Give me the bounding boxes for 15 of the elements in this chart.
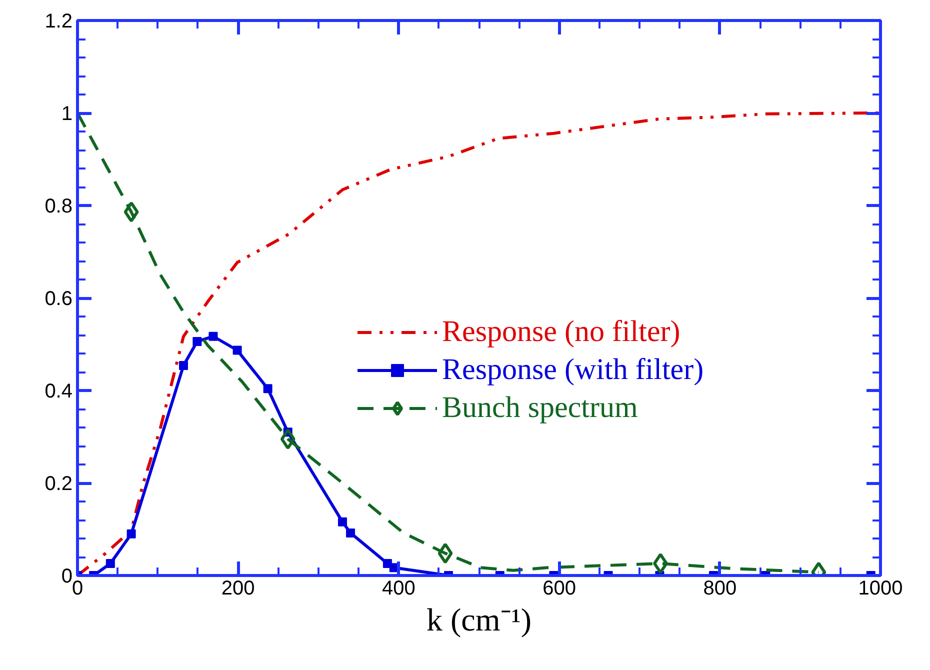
y-tick-label: 0.4 bbox=[44, 380, 73, 402]
y-tick-label: 0.8 bbox=[44, 196, 73, 218]
y-tick-label: 0.6 bbox=[44, 288, 73, 310]
legend-label: Response (with filter) bbox=[442, 353, 704, 387]
x-tick-label: 400 bbox=[382, 578, 416, 600]
y-tick-label: 1.2 bbox=[44, 10, 73, 32]
y-tick-label: 1 bbox=[61, 103, 72, 125]
y-tick-label: 0.2 bbox=[44, 473, 73, 495]
legend-label: Response (no filter) bbox=[442, 315, 680, 349]
x-tick-label: 200 bbox=[221, 578, 255, 600]
x-tick-label: 800 bbox=[703, 578, 737, 600]
legend-label: Bunch spectrum bbox=[442, 391, 638, 425]
x-tick-label: 600 bbox=[542, 578, 576, 600]
x-axis-title: k (cm⁻¹) bbox=[426, 602, 532, 638]
x-tick-label: 1000 bbox=[858, 578, 903, 600]
